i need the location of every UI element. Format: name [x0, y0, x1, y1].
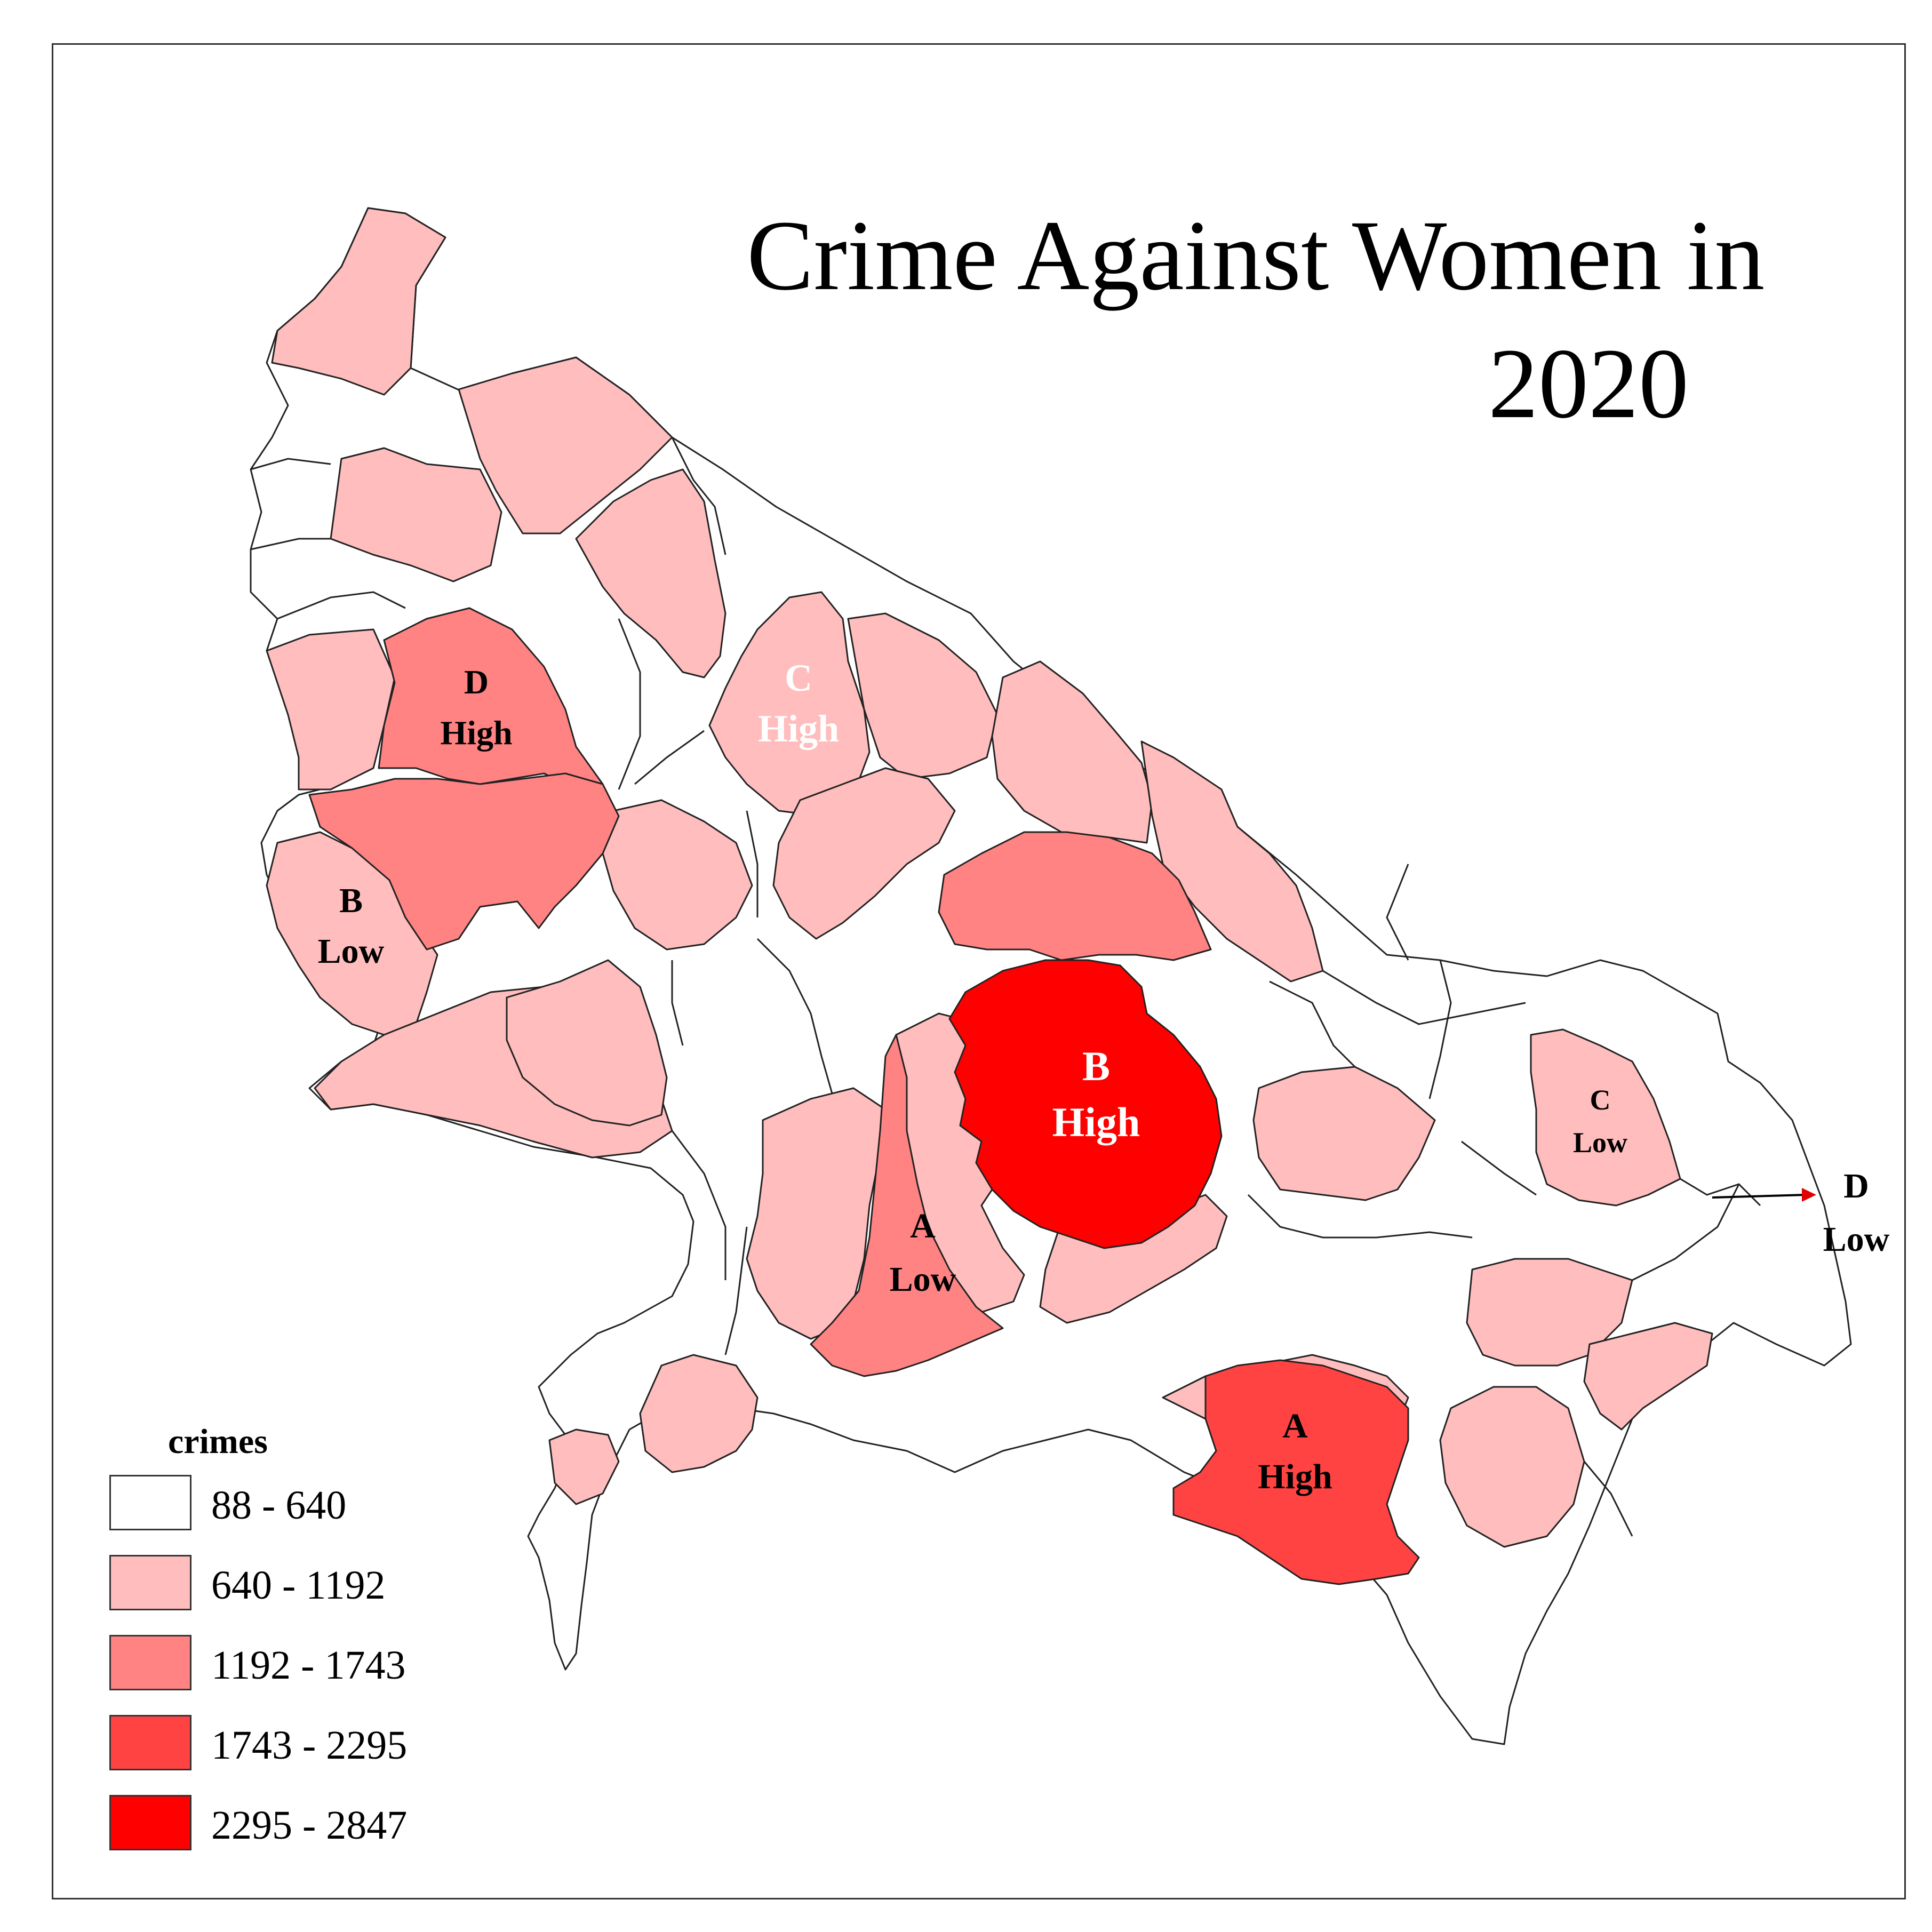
- district-north-5: [847, 612, 999, 780]
- district-southeast-1: [1439, 1386, 1585, 1548]
- district-north-6: [991, 660, 1153, 844]
- legend-label: 88 - 640: [211, 1483, 347, 1528]
- district-label-d-high-letter: D: [464, 663, 489, 701]
- district-east-2: [1466, 1258, 1633, 1367]
- district-label-a-high-level: High: [1258, 1457, 1332, 1496]
- map-title-line-1: Crime Against Women in: [747, 199, 1765, 311]
- legend-label: 2295 - 2847: [211, 1803, 408, 1848]
- legend-title: crimes: [168, 1422, 268, 1461]
- district-label-c-high-level: High: [758, 707, 839, 750]
- map-frame: [52, 43, 1906, 1899]
- district-central-1: [772, 767, 956, 940]
- district-west-1: [266, 628, 396, 791]
- district-north-2: [458, 356, 673, 534]
- legend-swatch: [109, 1555, 191, 1610]
- district-boundaries: [250, 437, 1761, 1537]
- legend-item: 1743 - 2295: [107, 1715, 587, 1774]
- district-north-4: [575, 468, 727, 678]
- district-label-a-low-level: Low: [890, 1260, 956, 1299]
- legend-label: 1743 - 2295: [211, 1723, 408, 1768]
- district-label-b-high-level: High: [1052, 1099, 1140, 1145]
- district-a-low: [810, 1034, 1004, 1377]
- district-north-8: [938, 831, 1212, 961]
- district-southwest-2: [506, 959, 668, 1127]
- district-central-2: [602, 799, 753, 951]
- district-a-high: [1172, 1359, 1420, 1585]
- legend-item: 1192 - 1743: [107, 1635, 587, 1694]
- district-north-3: [330, 447, 502, 582]
- district-southeast-2: [1583, 1322, 1713, 1431]
- district-bundelkhand-1: [639, 1354, 759, 1473]
- legend-swatch: [109, 1795, 191, 1850]
- district-label-b-low-level: Low: [318, 932, 385, 971]
- legend-swatch: [109, 1715, 191, 1770]
- legend-swatch: [109, 1475, 191, 1530]
- district-label-a-high-letter: A: [1282, 1407, 1308, 1446]
- map-title-line-2: 2020: [1488, 328, 1689, 439]
- district-label-b-low-letter: B: [339, 881, 363, 920]
- district-label-d-low-level: Low: [1823, 1220, 1890, 1259]
- legend-item: 88 - 640: [107, 1475, 587, 1534]
- legend-item: 640 - 1192: [107, 1555, 587, 1614]
- d-low-arrow: [1712, 1188, 1816, 1202]
- district-bundelkhand-2: [548, 1428, 620, 1505]
- legend-label: 1192 - 1743: [211, 1643, 406, 1688]
- district-label-c-low-level: Low: [1573, 1127, 1627, 1159]
- district-label-d-high-level: High: [440, 714, 512, 752]
- district-west-2: [308, 772, 620, 951]
- district-north-tip: [271, 207, 446, 396]
- legend-swatch: [109, 1635, 191, 1690]
- district-label-a-low-letter: A: [910, 1207, 936, 1246]
- district-b-high: [948, 959, 1223, 1249]
- district-label-b-high-letter: B: [1082, 1043, 1110, 1089]
- legend-label: 640 - 1192: [211, 1563, 386, 1608]
- district-label-d-low-letter: D: [1843, 1167, 1869, 1205]
- legend-item: 2295 - 2847: [107, 1795, 587, 1854]
- district-label-c-low-letter: C: [1590, 1084, 1611, 1116]
- district-label-c-high-letter: C: [785, 657, 812, 699]
- district-c-low: [1530, 1028, 1681, 1207]
